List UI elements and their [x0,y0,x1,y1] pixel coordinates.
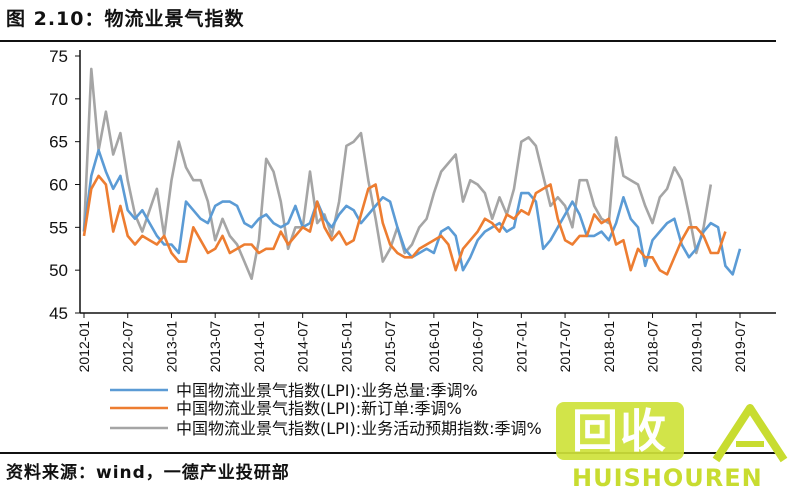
y-tick-label: 65 [49,133,68,152]
top-rule [0,40,776,42]
x-tick-label: 2019-07 [732,321,748,373]
y-tick-label: 70 [49,90,68,109]
y-tick-label: 60 [49,176,68,195]
x-tick-label: 2016-07 [470,321,486,373]
recycle-mark-icon [712,404,788,463]
x-tick-label: 2013-01 [163,321,179,373]
x-tick-label: 2013-07 [207,321,223,373]
source-note: 资料来源：wind，一德产业投研部 [6,463,290,483]
x-tick-label: 2015-01 [338,321,354,373]
y-tick-label: 75 [49,47,68,66]
x-tick-label: 2018-07 [645,321,661,373]
legend-label-total: 中国物流业景气指数(LPI):业务总量:季调% [176,381,478,400]
x-tick-label: 2015-07 [382,321,398,373]
series-line-expect [82,67,713,281]
watermark-text: HUISHOUREN [572,464,763,492]
y-tick-label: 55 [49,218,68,237]
watermark: 回收 HUISHOUREN [556,402,800,500]
watermark-badge: 回收 [556,402,684,460]
x-tick-label: 2017-07 [557,321,573,373]
y-tick-label: 50 [49,261,68,280]
chart-title: 图 2.10：物流业景气指数 [6,8,245,30]
x-tick-label: 2014-01 [251,321,267,373]
legend-label-orders: 中国物流业景气指数(LPI):新订单:季调% [176,399,462,418]
x-tick-label: 2017-01 [513,321,529,373]
x-tick-label: 2018-01 [601,321,617,373]
x-tick-label: 2014-07 [295,321,311,373]
bottom-rule [0,452,776,454]
x-tick-label: 2012-07 [120,321,136,373]
x-tick-label: 2016-01 [426,321,442,373]
series-line-orders [82,174,727,276]
y-tick-label: 45 [49,304,68,323]
legend-label-expect: 中国物流业景气指数(LPI):业务活动预期指数:季调% [176,419,542,438]
x-tick-label: 2012-01 [76,321,92,373]
line-chart: 45 50 55 60 65 70 75 2012-01 2012-07 2013-01 2013-… [49,47,776,438]
x-tick-label: 2019-01 [688,321,704,373]
